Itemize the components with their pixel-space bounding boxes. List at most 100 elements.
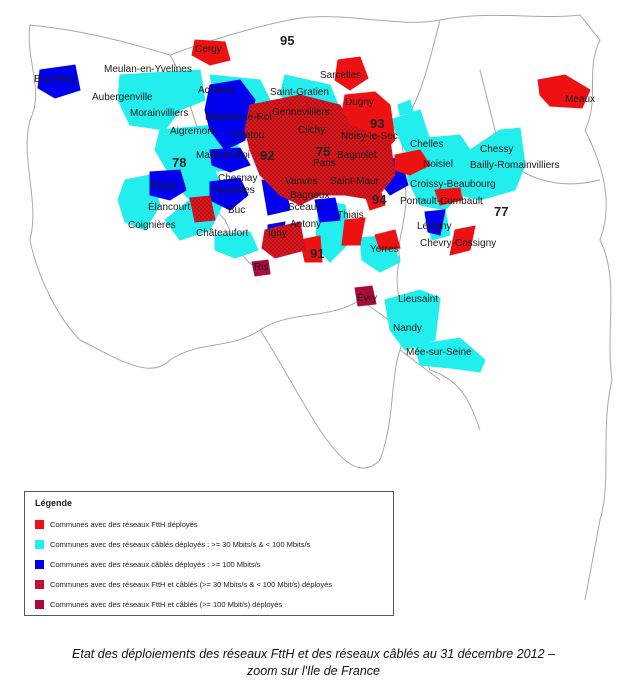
commune-label: Sarcelles xyxy=(320,70,361,81)
legend-swatch xyxy=(35,599,44,609)
legend-swatch xyxy=(35,539,44,549)
department-label: 92 xyxy=(260,148,274,163)
commune-area xyxy=(314,197,341,223)
commune-area xyxy=(37,64,81,99)
legend-title: Légende xyxy=(35,498,73,508)
legend-item-mixed-high: Communes avec des réseaux FttH et câblés… xyxy=(35,594,383,614)
commune-label: Yerres xyxy=(370,244,399,255)
department-labels: 95 78 92 93 75 94 91 77 xyxy=(172,33,508,261)
commune-area xyxy=(537,74,591,109)
commune-label: Pontault-Combault xyxy=(400,196,483,207)
commune-area xyxy=(209,147,251,173)
commune-label: Igny xyxy=(268,228,287,239)
legend-label: Communes avec des réseaux câblés déployé… xyxy=(50,539,311,549)
commune-area xyxy=(214,231,259,259)
commune-label: Dugny xyxy=(345,97,374,108)
map: 95 78 92 93 75 94 91 77 Cergy Sarcelles … xyxy=(26,14,613,601)
commune-label: Chesnay xyxy=(218,173,257,184)
legend-label: Communes avec des réseaux FttH déployés xyxy=(50,519,198,529)
commune-label: Bailly-Romainvilliers xyxy=(470,160,559,171)
commune-label: Chessy xyxy=(480,144,513,155)
legend: Légende Communes avec des réseaux FttH d… xyxy=(24,491,394,616)
commune-area xyxy=(149,169,187,201)
commune-area xyxy=(397,99,414,116)
department-label: 91 xyxy=(310,246,324,261)
commune-label: Versailles xyxy=(212,185,255,196)
legend-label: Communes avec des réseaux FttH et câblés… xyxy=(50,579,333,589)
mixed-communes xyxy=(189,94,396,259)
commune-label: Chelles xyxy=(410,139,443,150)
commune-area xyxy=(117,69,206,131)
commune-label: Mée-sur-Seine xyxy=(406,347,472,358)
legend-item-cable-30-100: Communes avec des réseaux câblés déployé… xyxy=(35,534,383,554)
commune-area xyxy=(354,285,377,307)
commune-area xyxy=(424,209,446,236)
commune-label: Buc xyxy=(228,205,245,216)
department-label: 94 xyxy=(372,192,387,207)
commune-label: Châteaufort xyxy=(196,228,248,239)
commune-area xyxy=(299,235,323,263)
commune-label: Marly-le-Roi xyxy=(196,150,250,161)
legend-item-ftth: Communes avec des réseaux FttH déployés xyxy=(35,514,383,534)
commune-area xyxy=(191,39,231,66)
commune-area xyxy=(341,217,366,246)
commune-area xyxy=(244,94,396,206)
commune-area xyxy=(374,229,401,251)
commune-label: Plaisir xyxy=(150,181,178,192)
commune-label: Aubergenville xyxy=(92,92,153,103)
commune-label: Aigremont xyxy=(170,126,216,137)
commune-area xyxy=(449,225,476,256)
commune-label: Bagneux xyxy=(290,190,329,201)
legend-swatch xyxy=(35,519,44,529)
commune-label: Noisy-le-Sec xyxy=(341,131,398,142)
commune-label: Bucheley xyxy=(34,74,75,85)
caption-line-1: Etat des déploiements des réseaux FttH e… xyxy=(72,647,555,661)
commune-label: Vanves xyxy=(285,176,318,187)
legend-swatch xyxy=(35,559,44,569)
commune-label: Clichy xyxy=(298,125,325,136)
legend-item-cable-100: Communes avec des réseaux câblés déployé… xyxy=(35,554,383,574)
legend-label: Communes avec des réseaux FttH et câblés… xyxy=(50,599,283,609)
commune-label: Morainvilliers xyxy=(130,108,188,119)
commune-label: Noisiel xyxy=(423,159,453,170)
commune-label: Nandy xyxy=(393,323,422,334)
commune-label: Maisons-le-Roi xyxy=(205,112,272,123)
commune-label: Gennevilliers xyxy=(272,107,330,118)
commune-label: Meulan-en-Yvelines xyxy=(104,64,192,75)
commune-area xyxy=(189,195,216,223)
commune-label: Chatou xyxy=(232,130,264,141)
commune-area xyxy=(261,221,306,259)
commune-label: Sceaux xyxy=(288,202,321,213)
caption-line-2: zoom sur l'Ile de France xyxy=(247,664,380,678)
department-label: 78 xyxy=(172,155,186,170)
commune-area xyxy=(384,289,441,351)
commune-label: Cergy xyxy=(195,44,222,55)
commune-label: Thiais xyxy=(337,210,364,221)
figure-caption: Etat des déploiements des réseaux FttH e… xyxy=(0,646,627,680)
commune-label: Achères xyxy=(198,85,235,96)
legend-item-mixed: Communes avec des réseaux FttH et câblés… xyxy=(35,574,383,594)
commune-label: Paris xyxy=(313,158,336,169)
commune-area xyxy=(394,149,431,176)
legend-label: Communes avec des réseaux câblés déployé… xyxy=(50,559,261,569)
commune-label: Lieusaint xyxy=(398,294,438,305)
commune-label: Antony xyxy=(290,219,321,230)
commune-label: Chevry-Cossigny xyxy=(420,238,496,249)
mixed-high-communes xyxy=(251,259,377,307)
legend-swatch xyxy=(35,579,44,589)
commune-label: Ris xyxy=(254,262,268,273)
commune-area xyxy=(334,56,369,91)
commune-label: Bagnolet xyxy=(337,150,377,161)
department-label: 93 xyxy=(370,116,384,131)
commune-label: Saint-Gratien xyxy=(270,87,329,98)
commune-area xyxy=(434,187,463,206)
department-label: 77 xyxy=(494,204,508,219)
department-label: 95 xyxy=(280,33,294,48)
commune-labels: Cergy Sarcelles Meaux Bucheley Meulan-en… xyxy=(34,44,595,358)
commune-label: Élancourt xyxy=(148,200,190,213)
commune-label: Croissy-Beaubourg xyxy=(410,179,496,190)
commune-label: Saint-Maur xyxy=(330,176,380,187)
commune-area xyxy=(251,259,271,277)
commune-area xyxy=(414,337,486,373)
commune-label: Lésigny xyxy=(417,221,451,232)
